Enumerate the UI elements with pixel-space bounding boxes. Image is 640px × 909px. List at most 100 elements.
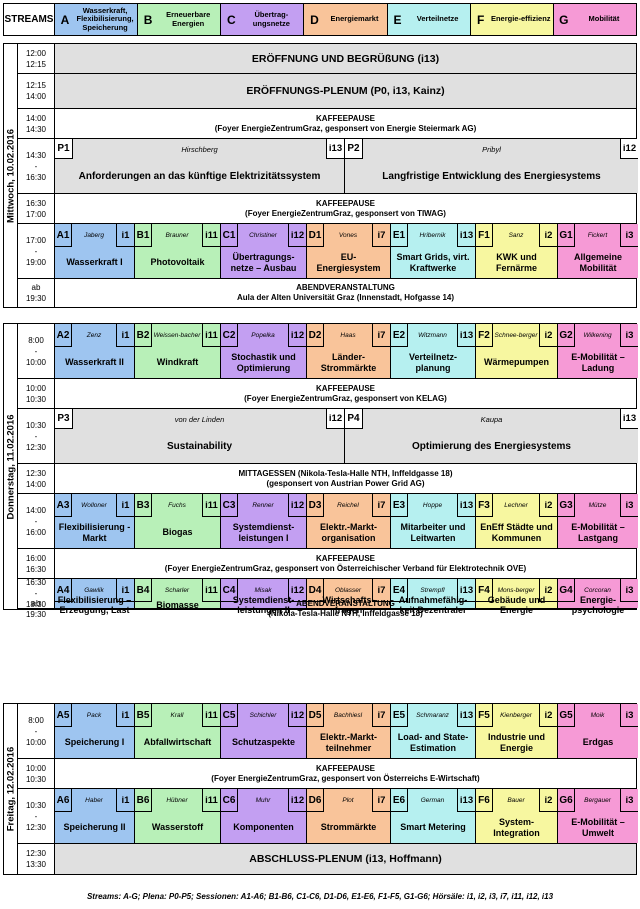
session-chair: German (420, 796, 445, 804)
session-d2[interactable]: D2 Haas i7 Länder-Strommärkte (307, 324, 391, 378)
session-c2[interactable]: C2 Popelka i12 Stochastik und Optimierung (221, 324, 307, 378)
stream-e: E Verteilnetze (387, 4, 471, 35)
session-d1[interactable]: D1 Vones i7 EU-Energiesystem (307, 224, 391, 278)
time-sep: - (34, 161, 38, 171)
time-end: 16:30 (25, 564, 47, 574)
session-f3[interactable]: F3 Lechner i2 EnEff Städte und Kommunen (476, 494, 558, 548)
session-chair: Witzmann (418, 331, 447, 339)
session-a5[interactable]: A5 Pack i1 Speicherung I (55, 704, 135, 758)
time-slot: 14:00-16:00 (18, 494, 55, 548)
session-g2[interactable]: G2 Wilkening i3 E-Mobilität – Ladung (558, 324, 638, 378)
plenary-session[interactable]: P3 von der Linden i12 Sustainability (55, 409, 345, 463)
session-d6[interactable]: D6 Plot i7 Strommärkte (307, 789, 391, 843)
row-content: A4 Gawlik i1 Flexibilisierung – Erzeugung, … (55, 579, 638, 616)
session-g6[interactable]: G6 Bergauer i3 E-Mobilität – Umwelt (558, 789, 638, 843)
session-room: i12 (288, 324, 306, 347)
session-b2[interactable]: B2 Weissen-bacher i11 Windkraft (135, 324, 221, 378)
time-end: 19:00 (25, 257, 47, 267)
session-c3[interactable]: C3 Renner i12 Systemdienst-leistungen I (221, 494, 307, 548)
stream-b: B Erneuerbare Energien (138, 4, 222, 35)
session-f6[interactable]: F6 Bauer i2 System-Integration (476, 789, 558, 843)
session-chair: Bachhiesl (333, 711, 363, 719)
break-title: ABENDVERANSTALTUNG (296, 599, 395, 608)
session-code: G2 (558, 324, 575, 347)
session-chair: Wilkening (583, 331, 612, 339)
session-g3[interactable]: G3 Mütze i3 E-Mobilität – Lastgang (558, 494, 638, 548)
time-slot: 14:30-16:30 (18, 139, 55, 193)
session-c4[interactable]: C4 Misak i12 Systemdienst-leistungen II (221, 579, 307, 616)
time-slot: 8:00-10:00 (18, 704, 55, 758)
session-e1[interactable]: E1 Hribernik i13 Smart Grids, virt. Kraftwe… (391, 224, 476, 278)
session-chair: Mons-berger (497, 586, 535, 594)
session-b3[interactable]: B3 Fuchs i11 Biogas (135, 494, 221, 548)
time-slot: 10:00 10:30 (18, 379, 55, 408)
time-end: 18:30 (25, 600, 47, 609)
session-title: KWK und Fernärme (495, 252, 538, 273)
plenary-session[interactable]: P1 Hirschberg i13 Anforderungen an das künf… (55, 139, 345, 193)
session-title: Industrie und Energie (488, 732, 545, 753)
session-chair: Gawlik (84, 586, 104, 594)
session-a4[interactable]: A4 Gawlik i1 Flexibilisierung – Erzeugung, … (55, 579, 135, 615)
time-start: 16:30 (25, 198, 47, 208)
session-d5[interactable]: D5 Bachhiesl i7 Elektr.-Markt-teilnehmer (307, 704, 391, 758)
session-b6[interactable]: B6 Hübner i11 Wasserstoff (135, 789, 221, 843)
session-room: i2 (539, 494, 557, 517)
schedule-row: 10:00 10:30 KAFFEEPAUSE (Foyer EnergieZentr… (18, 759, 636, 789)
session-room: i7 (372, 579, 390, 602)
schedule-row: 10:00 10:30 KAFFEEPAUSE (Foyer EnergieZentr… (18, 379, 636, 409)
session-room: i11 (202, 494, 220, 517)
session-code: B4 (135, 579, 152, 602)
session-g4[interactable]: G4 Corcoran i3 Energie-psychologie (558, 579, 638, 615)
session-b5[interactable]: B5 Krall i11 Abfallwirtschaft (135, 704, 221, 758)
session-title: Smart Grids, virt. Kraftwerke (396, 252, 470, 273)
row-content: A2 Zenz i1 Wasserkraft II B2 Weissen-bacher i1… (55, 324, 638, 378)
session-e4[interactable]: E4 Strempfl i13 Aufnahmefähig-keit Dezentra… (391, 579, 476, 615)
session-room: i13 (457, 789, 475, 812)
session-room: i3 (620, 494, 638, 517)
session-title: Komponenten (233, 822, 294, 833)
session-e2[interactable]: E2 Witzmann i13 Verteilnetz-planung (391, 324, 476, 378)
session-c6[interactable]: C6 Muhr i12 Komponenten (221, 789, 307, 843)
session-e5[interactable]: E5 Schmaranz i13 Load- and State-Estimation (391, 704, 476, 758)
session-b1[interactable]: B1 Brauner i11 Photovoltaik (135, 224, 221, 278)
session-f1[interactable]: F1 Sanz i2 KWK und Fernärme (476, 224, 558, 278)
session-a1[interactable]: A1 Jaberg i1 Wasserkraft I (55, 224, 135, 278)
day-block: Mittwoch, 10.02.2016 12:00 12:15 ERÖFFNUNG … (3, 43, 638, 308)
session-e3[interactable]: E3 Hoppe i13 Mitarbeiter und Leitwarten (391, 494, 476, 548)
session-title: Systemdienst-leistungen II (232, 594, 295, 616)
session-room: i12 (288, 579, 306, 602)
session-code: B2 (135, 324, 152, 347)
session-code: D6 (307, 789, 324, 812)
stream-letter: B (143, 12, 153, 27)
schedule-row: 12:30 13:30 ABSCHLUSS-PLENUM (i13, Hoffman… (18, 844, 636, 874)
session-d3[interactable]: D3 Reichel i7 Elektr.-Markt-organisation (307, 494, 391, 548)
session-g5[interactable]: G5 Moik i3 Erdgas (558, 704, 638, 758)
row-content: P3 von der Linden i12 Sustainability P4 Kaupa… (55, 409, 638, 463)
break-detail: (Foyer EnergieZentrumGraz, gesponsert vo… (245, 208, 446, 218)
time-start: 16:00 (25, 553, 47, 563)
break-title: KAFFEEPAUSE (316, 198, 375, 208)
session-code: A5 (55, 704, 72, 727)
session-b4[interactable]: B4 Scharler i11 Biomasse (135, 579, 221, 610)
session-title: Elektr.-Markt-teilnehmer (319, 732, 378, 753)
time-sep: - (34, 431, 38, 441)
plenum-cell: ERÖFFNUNGS-PLENUM (P0, i13, Kainz) (55, 74, 636, 108)
session-header: F5 Kienberger i2 (476, 704, 557, 727)
session-g1[interactable]: G1 Fickert i3 Allgemeine Mobilität (558, 224, 638, 278)
schedule-row: 16:00 16:30 KAFFEEPAUSE (Foyer EnergieZentr… (18, 549, 636, 579)
session-f4[interactable]: F4 Mons-berger i2 Gebäude und Energie (476, 579, 558, 615)
session-code: A6 (55, 789, 72, 812)
session-e6[interactable]: E6 German i13 Smart Metering (391, 789, 476, 843)
session-header: D1 Vones i7 (307, 224, 390, 247)
time-end: 16:00 (25, 527, 47, 537)
session-a2[interactable]: A2 Zenz i1 Wasserkraft II (55, 324, 135, 378)
session-f5[interactable]: F5 Kienberger i2 Industrie und Energie (476, 704, 558, 758)
session-f2[interactable]: F2 Schnee-berger i2 Wärmepumpen (476, 324, 558, 378)
session-a6[interactable]: A6 Haber i1 Speicherung II (55, 789, 135, 843)
session-c5[interactable]: C5 Schichler i12 Schutzaspekte (221, 704, 307, 758)
session-c1[interactable]: C1 Christiner i12 Übertragungs-netze – Ausb… (221, 224, 307, 278)
plenary-session[interactable]: P2 Pribyl i12 Langfristige Entwicklung des … (345, 139, 638, 193)
plenary-session[interactable]: P4 Kaupa i13 Optimierung des Energiesystems (345, 409, 638, 463)
time-sep: - (34, 516, 38, 526)
session-a3[interactable]: A3 Wolloner i1 Flexibilisierung - Markt (55, 494, 135, 548)
